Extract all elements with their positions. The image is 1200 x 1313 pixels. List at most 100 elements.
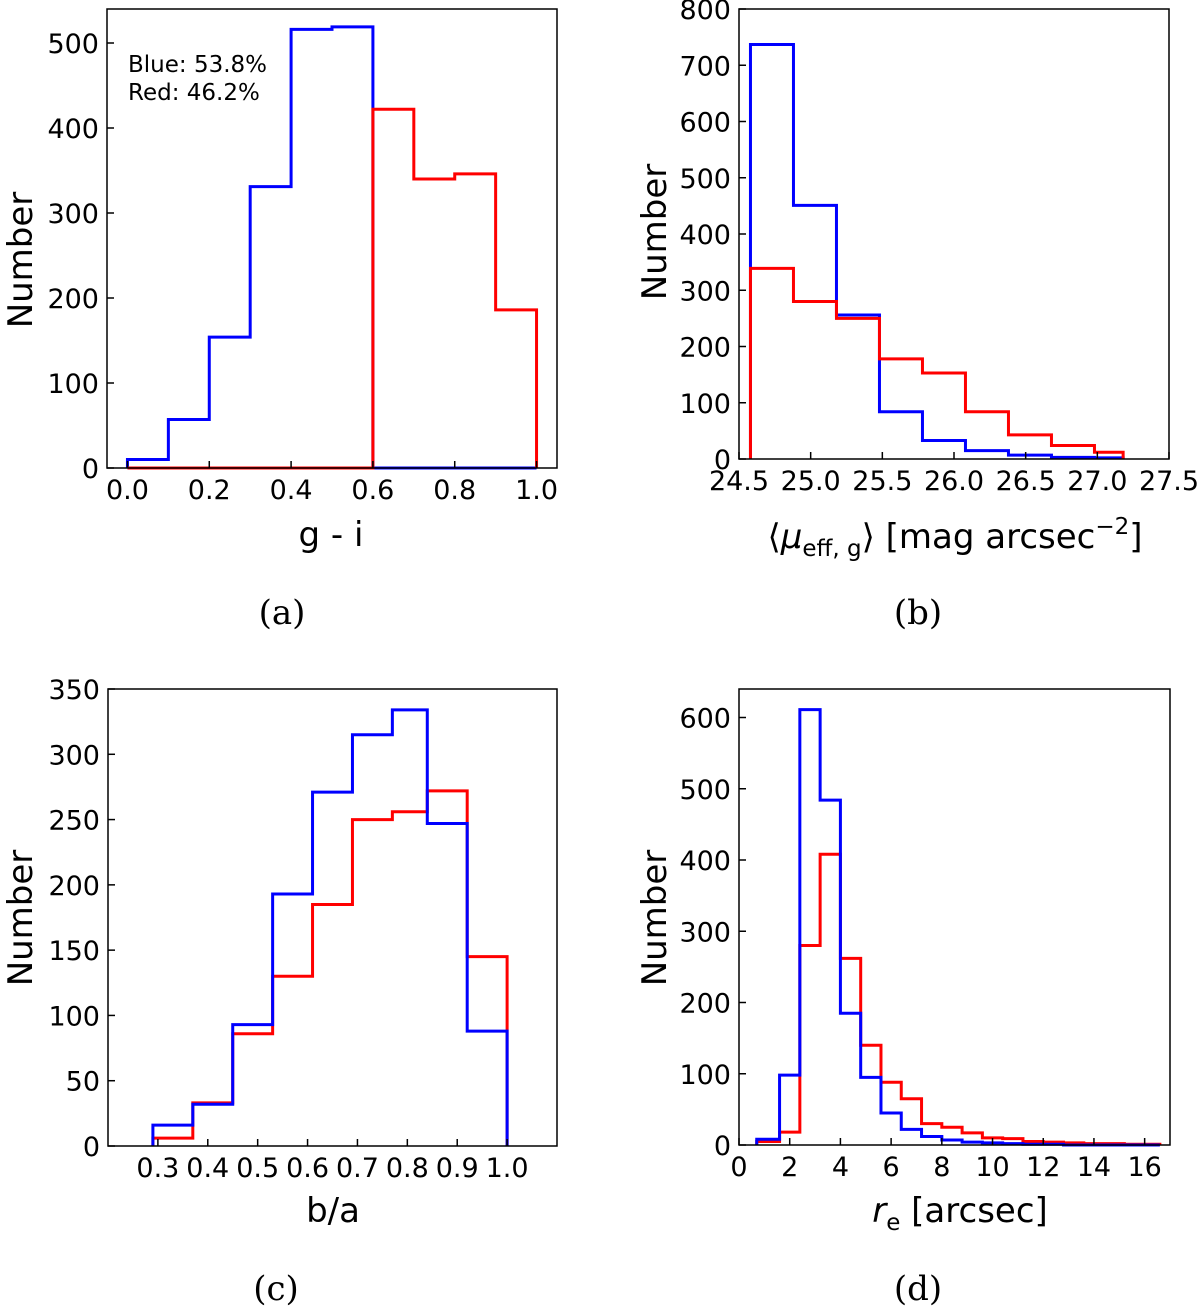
panel-a-ylabel: Number — [1, 192, 41, 329]
panel-b-ytick-label: 600 — [679, 108, 731, 139]
panel-b-xlabel-unit: [mag arcsec — [875, 517, 1096, 557]
panel-c-ylabel: Number — [1, 850, 41, 987]
panel-b-xlabel-close: ⟩ — [862, 517, 875, 557]
panel-b-xlabel-open: ⟨ — [767, 517, 780, 557]
panel-c-ytick-label: 350 — [48, 675, 100, 706]
panel-a-annotation-red: Red: 46.2% — [128, 80, 260, 106]
panel-d-xtick-label: 0 — [730, 1152, 747, 1183]
panel-a-xtick-label: 0.2 — [188, 475, 231, 506]
panel-b-xtick-label: 26.5 — [996, 466, 1056, 497]
panel-a-ytick-label: 0 — [82, 454, 99, 485]
panel-d-xtick-label: 6 — [883, 1152, 900, 1183]
panel-b-xlabel: ⟨μeff, g⟩ [mag arcsec−2] — [767, 514, 1142, 562]
panel-d-xlabel-r: r — [872, 1191, 888, 1231]
panel-c-ytick-label: 200 — [48, 871, 100, 902]
panel-b-ylabel: Number — [635, 164, 675, 301]
panel-d-xtick-label: 14 — [1077, 1152, 1111, 1183]
panel-c-ytick-label: 100 — [48, 1001, 100, 1032]
panel-b-ticks: 24.5 25.0 25.5 26.0 26.5 27.0 27.5 0 100 200 300 40… — [679, 0, 1199, 497]
panel-a-ytick-label: 100 — [47, 369, 99, 400]
panel-b-xlabel-sub: eff, g — [802, 536, 861, 562]
panel-b-caption: (b) — [894, 593, 942, 633]
panel-d-ytick-label: 400 — [679, 846, 731, 877]
panel-a-xlabel: g - i — [299, 515, 364, 555]
panel-b-ytick-label: 500 — [679, 164, 731, 195]
panel-a-xtick-label: 0.0 — [106, 475, 149, 506]
panel-a-ticks: 0.0 0.2 0.4 0.6 0.8 1.0 0 100 200 300 400 500 — [47, 29, 558, 506]
panel-c-xtick-label: 0.5 — [236, 1153, 279, 1184]
panel-c-xtick-label: 0.4 — [186, 1153, 229, 1184]
panel-a-ytick-label: 200 — [47, 284, 99, 315]
panel-d-xlabel-sub: e — [886, 1210, 900, 1236]
panel-a-ytick-label: 300 — [47, 199, 99, 230]
panel-a-xtick-label: 0.4 — [270, 475, 313, 506]
panel-b-ytick-label: 800 — [679, 0, 731, 26]
panel-b-ytick-label: 100 — [679, 389, 731, 420]
panel-c-ytick-label: 300 — [48, 740, 100, 771]
panel-b: 24.5 25.0 25.5 26.0 26.5 27.0 27.5 0 100 200 300 40… — [635, 0, 1199, 633]
panel-b-xtick-label: 24.5 — [709, 466, 769, 497]
panel-d-frame — [738, 688, 1171, 1146]
panel-c-frame — [107, 688, 558, 1147]
panel-d-ylabel: Number — [635, 850, 675, 987]
panel-c-series-blue — [151, 708, 509, 1146]
panel-d-xtick-label: 2 — [781, 1152, 798, 1183]
panel-d-xtick-label: 4 — [832, 1152, 849, 1183]
panel-d-xtick-label: 8 — [933, 1152, 950, 1183]
panel-b-ytick-label: 700 — [679, 51, 731, 82]
panel-b-ytick-label: 300 — [679, 276, 731, 307]
panel-d-ytick-label: 300 — [679, 917, 731, 948]
panel-b-frame — [738, 8, 1170, 460]
panel-c-ytick-label: 250 — [48, 806, 100, 837]
panel-c-xtick-label: 0.6 — [286, 1153, 329, 1184]
panel-a-ytick-label: 500 — [47, 29, 99, 60]
panel-c-xtick-label: 0.8 — [386, 1153, 429, 1184]
panel-b-series-red — [748, 266, 1125, 459]
panel-a-xtick-label: 0.6 — [351, 475, 394, 506]
panel-c-xtick-label: 0.7 — [336, 1153, 379, 1184]
panel-a-xtick-label: 1.0 — [515, 475, 558, 506]
panel-d-xtick-label: 12 — [1026, 1152, 1060, 1183]
panel-c-xtick-label: 1.0 — [486, 1153, 529, 1184]
panel-b-xtick-label: 26.0 — [924, 466, 984, 497]
panel-b-series-blue — [748, 42, 1125, 460]
panel-b-series — [748, 42, 1125, 460]
panel-d-series-red — [755, 852, 1162, 1146]
panel-a-ytick-label: 400 — [47, 114, 99, 145]
panel-d-xlabel-unit: [arcsec] — [900, 1191, 1047, 1231]
panel-d-xtick-label: 10 — [975, 1152, 1009, 1183]
panel-d-series-blue — [755, 708, 1160, 1147]
panel-a-xtick-label: 0.8 — [433, 475, 476, 506]
panel-d-ytick-label: 600 — [679, 704, 731, 735]
panel-b-xlabel-end: ] — [1129, 517, 1142, 557]
panel-d-xtick-label: 16 — [1127, 1152, 1161, 1183]
panel-c-xtick-label: 0.9 — [436, 1153, 479, 1184]
panel-a-annotation-blue: Blue: 53.8% — [128, 52, 267, 78]
panel-b-ytick-label: 0 — [714, 445, 731, 476]
panel-a-series-red — [127, 107, 539, 470]
panel-c-caption: (c) — [253, 1269, 299, 1309]
panel-c-ytick-label: 0 — [83, 1132, 100, 1163]
panel-c-xlabel: b/a — [306, 1191, 360, 1231]
panel-b-ytick-label: 400 — [679, 220, 731, 251]
panel-b-xtick-label: 27.0 — [1067, 466, 1127, 497]
panel-d: 0 2 4 6 8 10 12 14 16 0 100 200 300 400 500 600 re [arc… — [635, 688, 1171, 1309]
panel-d-ytick-label: 200 — [679, 989, 731, 1020]
panel-a: 0.0 0.2 0.4 0.6 0.8 1.0 0 100 200 300 400 500 Blue:… — [1, 8, 558, 633]
panel-c-series — [151, 708, 509, 1146]
panel-b-xlabel-mu: μ — [780, 517, 803, 557]
panel-d-caption: (d) — [894, 1269, 942, 1309]
panel-a-frame — [106, 8, 558, 469]
panel-c-ytick-label: 50 — [66, 1067, 100, 1098]
panel-a-caption: (a) — [259, 593, 306, 633]
panel-d-ticks: 0 2 4 6 8 10 12 14 16 0 100 200 300 400 500 600 — [679, 704, 1161, 1184]
panel-d-ytick-label: 0 — [714, 1131, 731, 1162]
panel-d-ytick-label: 500 — [679, 775, 731, 806]
panel-b-xtick-label: 27.5 — [1139, 466, 1199, 497]
panel-b-xtick-label: 25.5 — [852, 466, 912, 497]
panel-d-xlabel: re [arcsec] — [872, 1191, 1048, 1236]
panel-b-ytick-label: 200 — [679, 333, 731, 364]
panel-c-series-red — [151, 789, 509, 1146]
panel-c-ticks: 0.3 0.4 0.5 0.6 0.7 0.8 0.9 1.0 0 50 100 150 200 250 3… — [48, 675, 528, 1184]
